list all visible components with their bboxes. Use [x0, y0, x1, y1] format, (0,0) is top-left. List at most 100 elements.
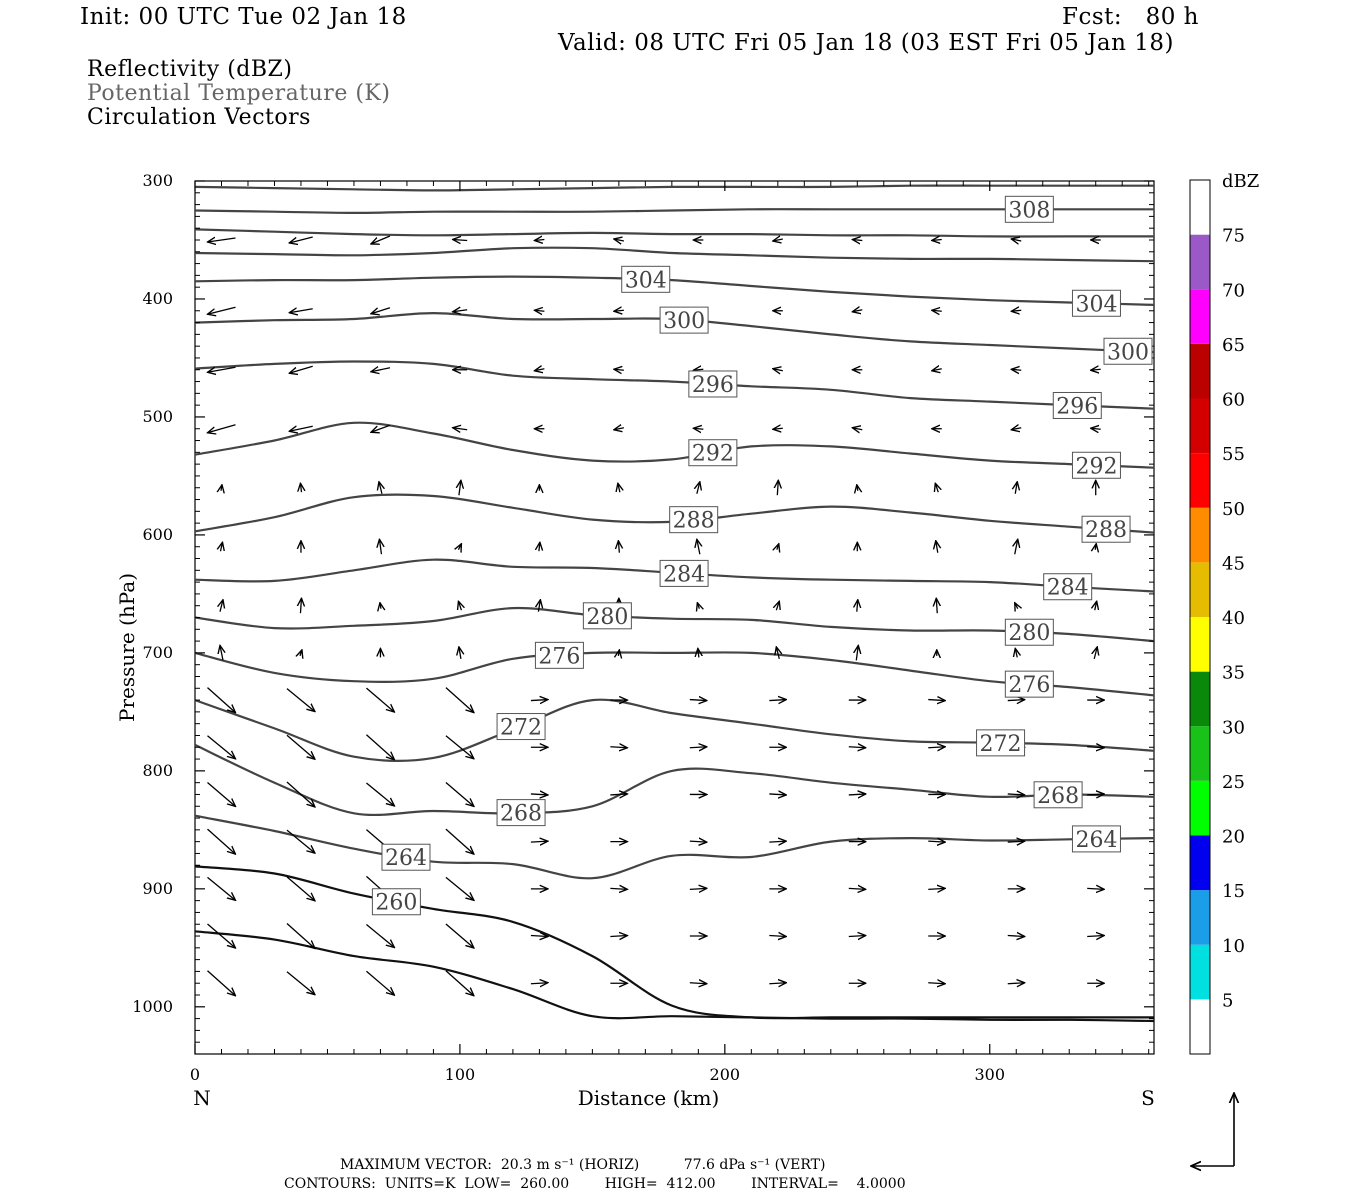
- footer-contour-info: CONTOURS: UNITS=K LOW= 260.00 HIGH= 412.…: [284, 1176, 906, 1192]
- circulation-vector: [852, 310, 863, 312]
- circulation-vector: [848, 747, 866, 748]
- circulation-vector: [769, 794, 786, 795]
- circulation-vector: [366, 924, 394, 948]
- circulation-vector: [936, 541, 938, 553]
- theta-contour-line: [194, 743, 1155, 817]
- colorbar-level-label: 15: [1222, 881, 1245, 902]
- contour-label: 284: [1047, 576, 1089, 601]
- contour-label-box: [669, 506, 719, 534]
- circulation-vector: [769, 700, 786, 701]
- circulation-vector: [221, 485, 222, 491]
- colorbar-title: dBZ: [1222, 171, 1259, 192]
- circulation-vector: [932, 369, 942, 371]
- contour-label: 264: [1075, 828, 1117, 853]
- circulation-vector: [286, 734, 315, 759]
- legend-reflectivity: Reflectivity (dBZ): [87, 57, 293, 82]
- circulation-vector: [848, 888, 866, 889]
- circulation-vector: [459, 647, 461, 659]
- circulation-vector: [445, 923, 474, 948]
- circulation-vector: [852, 428, 863, 430]
- valid-time: Valid: 08 UTC Fri 05 Jan 18 (03 EST Fri …: [558, 30, 1174, 56]
- circulation-vector: [530, 700, 548, 701]
- circulation-vector: [1015, 603, 1018, 609]
- circulation-vector: [928, 841, 945, 842]
- circulation-vector: [207, 366, 236, 372]
- circulation-vector: [530, 794, 548, 795]
- colorbar-segment: [1190, 562, 1210, 617]
- circulation-vector: [366, 687, 394, 712]
- circulation-vector: [366, 734, 394, 760]
- colorbar-level-label: 65: [1222, 335, 1245, 356]
- theta-contour-line: [194, 930, 1155, 1023]
- circulation-vector: [689, 841, 707, 842]
- dbz-colorbar: 5 10 15 20 25 30 35 40 45 50 55 60 65 70 75 dBZ: [1189, 171, 1259, 1055]
- contour-label: 284: [663, 562, 705, 587]
- y-tick-label: 900: [142, 879, 173, 898]
- circulation-vector: [689, 888, 707, 889]
- circulation-vector: [220, 600, 223, 612]
- circulation-vector: [614, 428, 624, 430]
- x-axis-title: Distance (km): [578, 1086, 720, 1110]
- colorbar-segment: [1190, 617, 1210, 672]
- contour-label: 260: [375, 891, 417, 916]
- init-time: Init: 00 UTC Tue 02 Jan 18: [80, 4, 407, 30]
- circulation-vector: [697, 482, 700, 494]
- circulation-vector: [610, 888, 627, 889]
- contour-label-box: [1103, 337, 1153, 365]
- circulation-vector: [445, 735, 474, 759]
- circulation-vector: [618, 650, 619, 656]
- circulation-vector: [936, 598, 937, 614]
- contour-label-box: [1004, 670, 1054, 698]
- y-tick-label: 300: [142, 171, 173, 190]
- circulation-vector: [220, 645, 223, 661]
- circulation-vector: [366, 782, 394, 806]
- circulation-vector: [371, 368, 391, 372]
- colorbar-border: [1189, 179, 1211, 1055]
- contour-label-box: [1004, 618, 1054, 646]
- circulation-vector: [698, 648, 699, 658]
- circulation-vector: [689, 747, 707, 748]
- circulation-vector: [932, 310, 942, 311]
- theta-contour-line: [194, 360, 1155, 410]
- colorbar-level-label: 5: [1222, 990, 1233, 1011]
- axes: 300 400 500 600 700 800 900 1000 0 100 200 300 Dista…: [115, 171, 1155, 1110]
- contour-label: 296: [1056, 394, 1098, 419]
- circulation-vector: [928, 983, 945, 984]
- vector-key: [1191, 1093, 1234, 1166]
- colorbar-segment: [1190, 507, 1210, 563]
- circulation-vector: [453, 310, 468, 312]
- theta-contour-line: [194, 275, 1155, 306]
- circulation-vector: [1015, 648, 1017, 658]
- circulation-vector: [538, 600, 540, 612]
- y-tick-label: 1000: [132, 997, 173, 1016]
- footer-max-vector: MAXIMUM VECTOR: 20.3 m s⁻¹ (HORIZ) 77.6 …: [340, 1157, 826, 1173]
- circulation-vector: [453, 428, 468, 430]
- contour-label: 268: [1037, 784, 1079, 809]
- circulation-vector: [286, 688, 315, 712]
- contour-label: 280: [1008, 621, 1050, 646]
- legend-circulation-vectors: Circulation Vectors: [87, 105, 311, 130]
- circulation-vector: [300, 650, 302, 656]
- circulation-vector: [207, 923, 235, 948]
- circulation-vector: [1011, 428, 1022, 430]
- circulation-vector: [289, 236, 313, 243]
- x-tick-label: 100: [445, 1065, 476, 1084]
- contour-label: 288: [1085, 518, 1127, 543]
- circulation-vector: [769, 983, 786, 984]
- colorbar-segment: [1190, 234, 1210, 290]
- y-tick-label: 700: [142, 643, 173, 662]
- contour-label: 272: [500, 716, 542, 741]
- colorbar-segment: [1190, 289, 1210, 344]
- circulation-vector: [689, 700, 707, 701]
- contour-label: 300: [663, 309, 705, 334]
- circulation-vector: [618, 483, 620, 493]
- circulation-vector: [534, 239, 545, 240]
- circulation-vector: [1007, 983, 1025, 984]
- circulation-vector: [1094, 647, 1097, 660]
- circulation-vector: [445, 970, 474, 996]
- contour-label: 264: [385, 846, 427, 871]
- colorbar-level-label: 25: [1222, 772, 1245, 793]
- circulation-vector: [1015, 482, 1017, 494]
- contour-label: 276: [1008, 673, 1050, 698]
- contour-label-box: [582, 602, 632, 630]
